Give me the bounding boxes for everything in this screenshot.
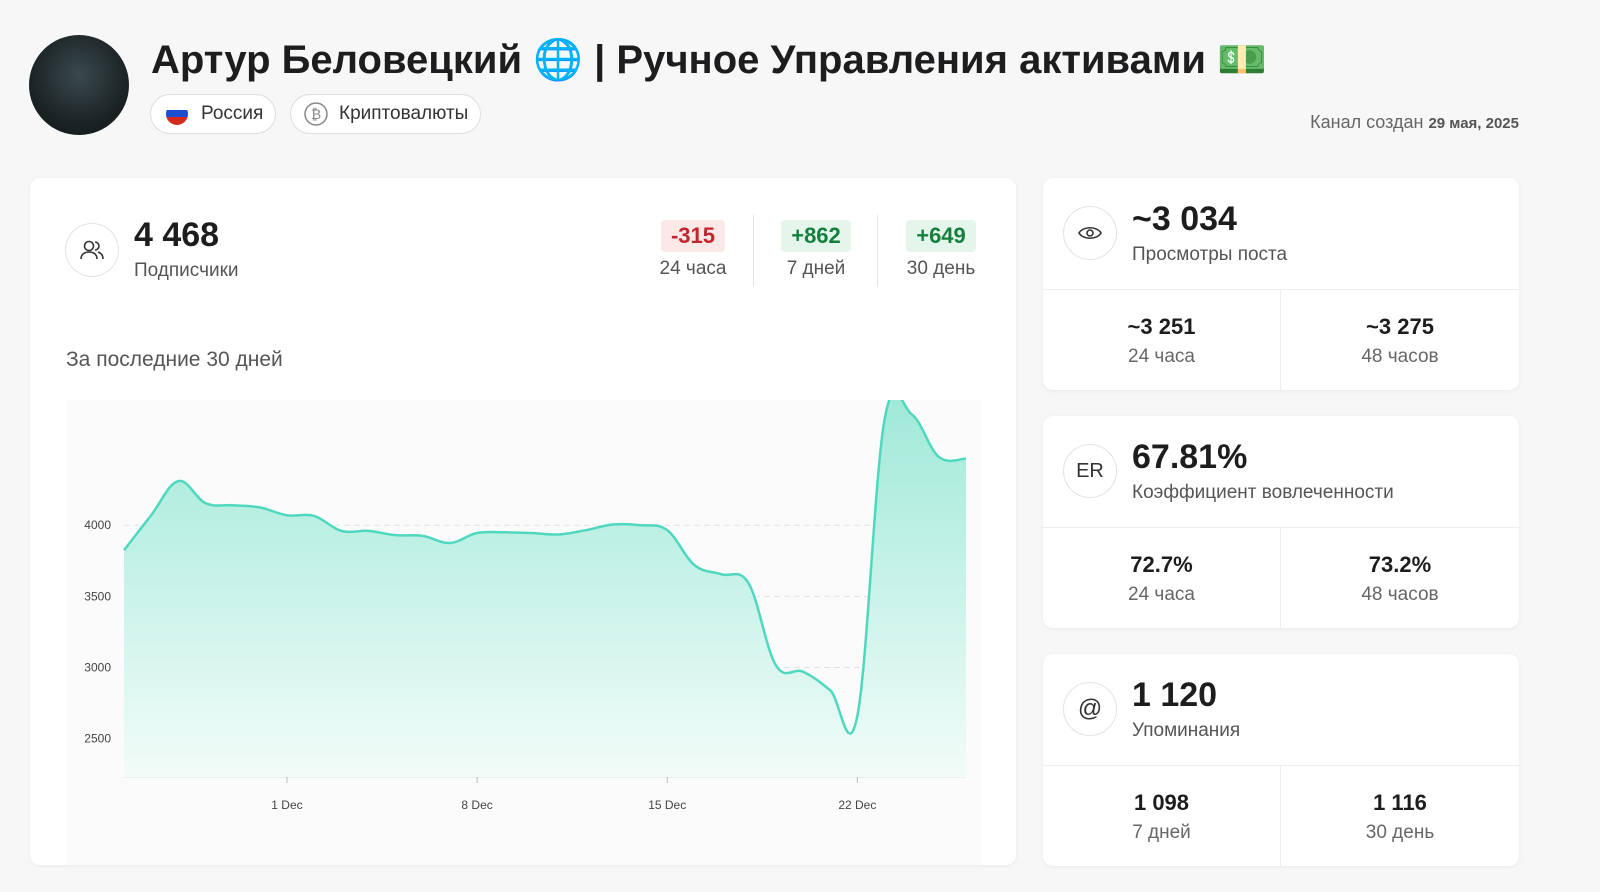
tag-label: Криптовалюты (339, 103, 469, 124)
stat-label: 24 часа (1128, 584, 1195, 605)
channel-title: Артур Беловецкий 🌐 | Ручное Управления а… (151, 38, 1267, 82)
y-tick-label: 3500 (84, 589, 111, 603)
subscribers-label: Подписчики (134, 260, 239, 281)
tag[interactable]: Россия (150, 94, 277, 134)
line (123, 400, 967, 735)
flag (166, 103, 188, 125)
stat-value: 73.2% (1368, 552, 1432, 577)
card-label: Упоминания (1132, 720, 1241, 741)
change-value: +862 (781, 220, 851, 252)
stat-value: 72.7% (1130, 552, 1193, 577)
x-tick-label: 15 Dec (648, 798, 686, 812)
stat-label: 30 день (1365, 822, 1435, 843)
area (124, 400, 966, 777)
card-label: Просмотры поста (1132, 244, 1288, 265)
x-tick-label: 1 Dec (271, 798, 302, 812)
subscribers-card: 4 468 Подписчики -315 24 часа +862 7 дней … (30, 178, 1016, 865)
change: -315 24 часа (638, 220, 748, 280)
stat-label: 24 часа (1128, 346, 1195, 367)
change-label: 24 часа (659, 258, 727, 279)
stat-label: 48 часов (1361, 346, 1439, 367)
y-tick-label: 2500 (84, 732, 111, 746)
bitcoin-icon: ₿ (304, 102, 328, 126)
stat-value: 1 116 (1373, 790, 1427, 815)
change-value: -315 (660, 220, 726, 252)
users-icon (65, 223, 119, 277)
stat-label: 48 часов (1361, 584, 1439, 605)
card-icon: @ (1063, 682, 1117, 736)
avatar[interactable] (29, 35, 129, 135)
card-value: 67.81% (1132, 438, 1248, 476)
stat-value: 1 098 (1133, 790, 1190, 815)
card-value: 1 120 (1132, 676, 1218, 714)
change-value: +649 (906, 220, 976, 252)
y-tick-label: 4000 (84, 518, 111, 532)
stat-card: @ 1 120 Упоминания 1 098 7 дней 1 116 30 д… (1043, 654, 1519, 866)
card-value: ~3 034 (1132, 200, 1237, 238)
chart: 2500 3000 3500 4000 1 Dec 8 Dec 15 Dec 22 Dec (66, 400, 982, 865)
x-tick-label: 8 Dec (461, 798, 492, 812)
stat-card: ER 67.81% Коэффициент вовлеченности 72.7… (1043, 416, 1519, 628)
created-label: Канал создан (1310, 112, 1424, 132)
y-tick-label: 3000 (84, 660, 111, 674)
stat-value: ~3 275 (1366, 314, 1434, 339)
chart-title: За последние 30 дней (66, 348, 283, 371)
change: +649 30 день (886, 220, 996, 280)
created: Канал создан 29 мая, 2025 (1310, 112, 1519, 133)
subscribers-value: 4 468 (134, 216, 220, 254)
stat-value: ~3 251 (1127, 314, 1196, 339)
tag[interactable]: ₿ Криптовалюты (290, 94, 482, 134)
change-label: 7 дней (786, 258, 846, 279)
stat-card: ~3 034 Просмотры поста ~3 251 24 часа ~3 … (1043, 178, 1519, 390)
created-date: 29 мая, 2025 (1428, 115, 1519, 132)
svg-text:₿: ₿ (311, 106, 321, 122)
x-tick-label: 22 Dec (838, 798, 876, 812)
card-label: Коэффициент вовлеченности (1132, 482, 1394, 503)
change-label: 30 день (906, 258, 976, 279)
eye-icon (1063, 206, 1117, 260)
tag-label: Россия (201, 103, 264, 124)
card-icon: ER (1063, 444, 1117, 498)
change: +862 7 дней (761, 220, 871, 280)
stat-label: 7 дней (1132, 822, 1191, 843)
